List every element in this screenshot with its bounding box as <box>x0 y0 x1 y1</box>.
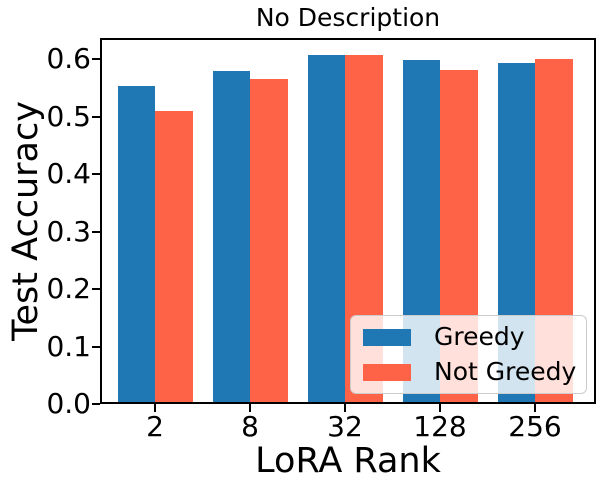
y-tick-mark <box>92 403 100 405</box>
y-tick-label: 0.3 <box>46 214 91 248</box>
y-tick-mark <box>92 345 100 348</box>
bar-not-greedy <box>250 78 288 404</box>
y-tick-label: 0.2 <box>46 272 91 306</box>
x-tick-label: 2 <box>146 410 164 443</box>
y-tick-label: 0.4 <box>46 157 91 191</box>
bar-greedy <box>117 86 155 404</box>
y-tick-label: 0.1 <box>46 329 91 363</box>
legend-row: Not Greedy <box>363 357 577 386</box>
legend-label: Greedy <box>434 322 525 351</box>
x-tick-label: 8 <box>241 410 259 443</box>
legend-row: Greedy <box>363 324 574 350</box>
y-tick-mark <box>92 288 100 291</box>
y-tick-label: 0.0 <box>46 387 91 420</box>
bar-greedy <box>307 55 345 404</box>
x-axis-label: LoRA Rank <box>255 441 441 481</box>
legend-swatch <box>363 328 411 346</box>
y-tick-mark <box>92 173 100 176</box>
x-tick-mark <box>439 404 441 412</box>
x-tick-label: 32 <box>327 410 363 443</box>
bar-greedy <box>212 71 250 404</box>
x-tick-label: 128 <box>413 410 467 443</box>
x-tick-mark <box>344 404 346 412</box>
bar-not-greedy <box>155 110 193 404</box>
chart-title: No Description <box>255 3 441 32</box>
x-tick-mark <box>154 404 156 412</box>
legend: Greedy Not Greedy <box>350 315 587 394</box>
y-tick-mark <box>92 58 100 61</box>
y-tick-label: 0.5 <box>46 99 91 133</box>
x-tick-mark <box>534 404 536 412</box>
x-tick-label: 256 <box>508 410 562 443</box>
legend-swatch <box>363 363 411 381</box>
legend-label: Not Greedy <box>434 357 577 386</box>
y-tick-mark <box>92 230 100 233</box>
y-tick-label: 0.6 <box>46 42 91 76</box>
plot-area: 0.0 0.1 0.2 0.3 0.4 0.5 0.6 2 8 32 128 256 Greedy N… <box>46 38 596 442</box>
x-tick-mark <box>249 404 251 412</box>
y-tick-mark <box>92 115 100 118</box>
